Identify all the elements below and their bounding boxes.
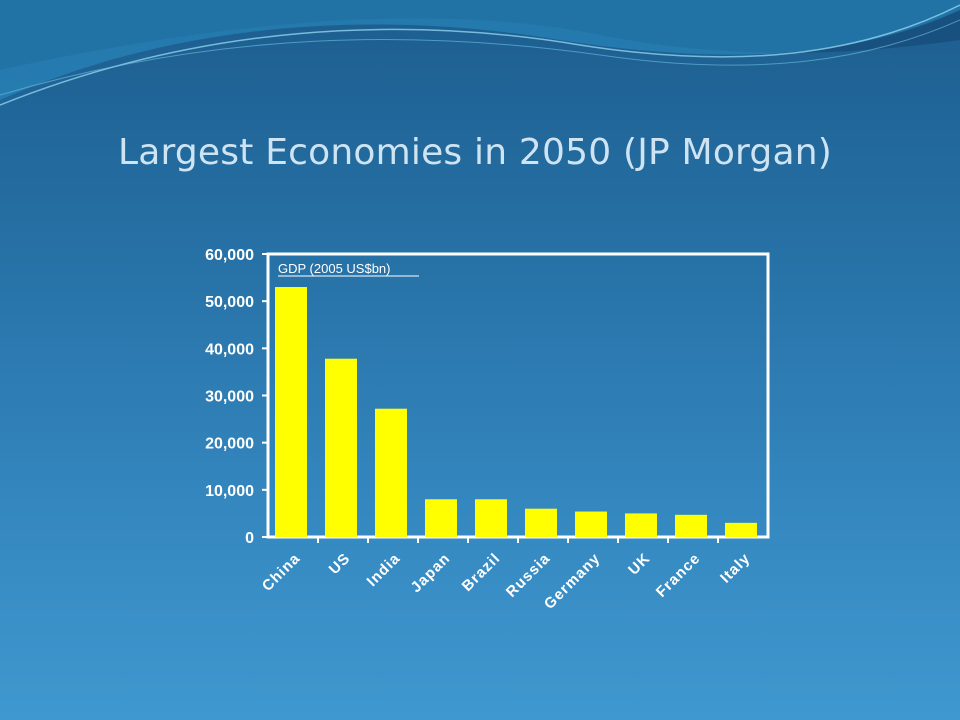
bar-italy — [725, 522, 757, 537]
x-tick-label: Japan — [408, 550, 454, 596]
bar-japan — [425, 499, 457, 537]
y-tick-label: 10,000 — [205, 483, 254, 500]
y-tick-label: 20,000 — [205, 436, 254, 453]
wave-light — [0, 0, 960, 100]
wave-line-1 — [0, 4, 960, 106]
y-axis: 0 10,000 20,000 30,000 40,000 50,000 60,000 — [205, 247, 268, 547]
x-tick-label: US — [326, 550, 354, 578]
x-tick-label: Brazil — [459, 550, 504, 595]
bar-germany — [575, 511, 607, 537]
y-tick-label: 30,000 — [205, 389, 254, 406]
x-tick-label: UK — [625, 550, 654, 579]
x-tick-label: Russia — [503, 550, 554, 601]
slide-title: Largest Economies in 2050 (JP Morgan) — [118, 132, 832, 173]
x-tick-label: India — [364, 550, 404, 590]
bar-france — [675, 514, 707, 537]
y-tick-label: 40,000 — [205, 341, 254, 358]
decorative-waves — [0, 0, 960, 106]
y-tick-label: 50,000 — [205, 294, 254, 311]
bar-india — [375, 408, 407, 537]
bar-us — [325, 358, 357, 537]
x-tick-label: China — [259, 550, 304, 595]
bar-brazil — [475, 499, 507, 537]
y-tick-label: 0 — [245, 530, 254, 547]
bar-uk — [625, 513, 657, 537]
bars — [275, 287, 757, 537]
bar-russia — [525, 508, 557, 537]
x-tick-label: Italy — [717, 550, 754, 587]
wave-line-2 — [0, 19, 960, 96]
y-tick-label: 60,000 — [205, 247, 254, 264]
x-tick-label: France — [653, 550, 704, 601]
bar-china — [275, 287, 307, 537]
series-label: GDP (2005 US$bn) — [278, 261, 391, 276]
